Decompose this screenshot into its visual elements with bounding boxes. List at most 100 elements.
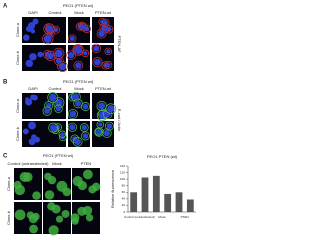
bar (164, 193, 172, 212)
column-header: Control (49, 86, 62, 91)
nucleus (28, 121, 36, 130)
cell (61, 209, 70, 218)
cell-stain (58, 130, 67, 139)
cell-stain (104, 121, 114, 131)
cell-stain (67, 122, 78, 132)
cell (55, 215, 64, 223)
panel-label: C (3, 154, 8, 160)
panel-label: A (3, 4, 8, 10)
panel-title: PEO1 (PTEN wt) (43, 153, 74, 158)
cell (32, 191, 41, 200)
cell (91, 182, 101, 192)
column-header: Control (49, 10, 62, 15)
nucleus (44, 108, 51, 115)
panel-title: PEO1 (PTEN wt) (63, 3, 94, 8)
column-header: Control (untransfected) (8, 161, 50, 166)
nucleus (106, 62, 111, 68)
cell-stain (42, 106, 52, 116)
panel-title: PEO1 (PTEN wt) (63, 79, 94, 84)
nucleus (55, 106, 62, 112)
cell-stain (80, 102, 91, 112)
panel-label: B (3, 80, 8, 86)
y-tick-label: 80 (122, 184, 126, 188)
cell (26, 211, 35, 219)
nucleus (69, 36, 75, 42)
nucleus (25, 97, 30, 102)
column-header: DAPI (28, 10, 37, 15)
y-tick-label: 60 (122, 190, 126, 194)
cell-stain (66, 50, 76, 61)
y-tick-label: 100 (120, 177, 125, 181)
cell (82, 169, 93, 180)
cell-stain (42, 33, 54, 45)
cell-stain (45, 50, 56, 61)
cell-stain (73, 60, 84, 71)
nucleus (43, 34, 52, 43)
nucleus (60, 132, 65, 137)
nucleus (48, 93, 57, 102)
row-label: Clone-a (15, 22, 20, 37)
cell (14, 209, 26, 221)
row-label: Clone-b (15, 126, 20, 141)
nucleus (69, 110, 77, 118)
cell-stain (45, 23, 55, 34)
column-header: PTEN-wt (95, 10, 112, 15)
figure: A PEO1 (PTEN wt) DAPI Control Mock PTEN-wt Clo… (3, 3, 196, 236)
cell-stain (79, 123, 89, 132)
y-tick-label: 0 (123, 210, 125, 214)
nucleus (100, 19, 105, 24)
side-label: PTEN-AF (117, 35, 122, 53)
nucleus (93, 45, 100, 52)
cell-stain (104, 60, 113, 69)
bar (141, 177, 149, 212)
nucleus (49, 124, 57, 131)
nucleus (94, 58, 101, 66)
nucleus (81, 124, 87, 131)
nucleus (103, 130, 110, 137)
nucleus (96, 129, 101, 134)
cell (13, 180, 22, 190)
nucleus (104, 111, 111, 118)
cell-stain (72, 137, 83, 147)
row-label: Clone-b (6, 210, 11, 225)
cell-stain (57, 61, 68, 72)
nucleus (98, 102, 106, 110)
nucleus (82, 103, 89, 110)
bar (186, 199, 194, 212)
cell-stain (92, 57, 103, 68)
nucleus (29, 54, 35, 60)
cell-stain (81, 49, 90, 58)
cell (29, 224, 38, 234)
nucleus (22, 128, 29, 135)
nucleus (74, 100, 82, 107)
cell-stain (96, 120, 105, 129)
x-tick-label: Mock (158, 215, 166, 219)
cell-stain (98, 18, 107, 26)
cell (47, 176, 57, 185)
y-axis-label: Relative fluorescence (110, 169, 115, 208)
cell (71, 217, 79, 225)
cell (23, 172, 33, 182)
nucleus (98, 30, 105, 37)
nucleus (54, 49, 63, 58)
bar (175, 192, 183, 212)
row-label: Clone-a (15, 98, 20, 113)
cell-stain (81, 131, 91, 141)
nucleus (67, 52, 75, 59)
column-header: Mock (52, 161, 62, 166)
cell-stain (94, 128, 103, 136)
cell-stain (91, 43, 102, 54)
nucleus (98, 122, 103, 127)
x-tick-label: PTEN (181, 215, 189, 219)
chart-title: PEO1 PTEN (wt) (147, 154, 178, 159)
nucleus (55, 57, 63, 64)
x-tick-label: Control (untransfected) (124, 215, 155, 219)
cell-stain (104, 47, 113, 56)
nucleus (46, 25, 54, 32)
cell-stain (105, 103, 117, 115)
nucleus (74, 138, 81, 146)
y-tick-label: 40 (122, 197, 126, 201)
nucleus (106, 49, 111, 54)
nucleus (83, 51, 88, 56)
nucleus (80, 24, 87, 30)
